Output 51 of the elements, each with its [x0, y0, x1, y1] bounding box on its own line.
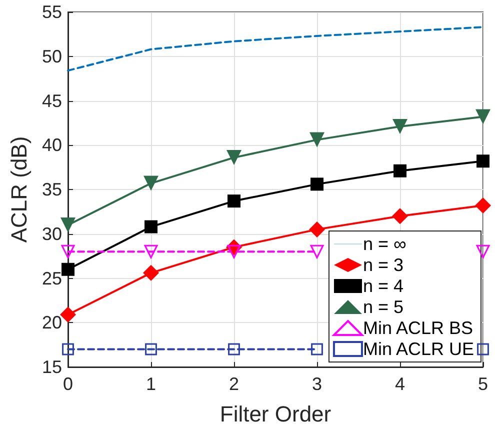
- y-tick-label: 25: [42, 268, 62, 288]
- x-tick-label: 2: [228, 374, 240, 394]
- point: [145, 343, 157, 356]
- x-tick-label: 4: [394, 374, 406, 394]
- y-tick-label: 40: [42, 135, 62, 156]
- point: [394, 164, 406, 178]
- x-tick-label: 5: [478, 374, 488, 394]
- point: [475, 197, 491, 214]
- y-axis-title: ACLR (dB): [6, 136, 32, 243]
- x-tick-label: 1: [146, 374, 156, 394]
- y-tick-label: 35: [42, 180, 62, 200]
- point: [392, 208, 408, 224]
- x-axis-title: Filter Order: [220, 402, 332, 426]
- point: [144, 220, 158, 234]
- legend-label: n = 4: [362, 276, 404, 296]
- point: [61, 244, 75, 258]
- x-tick-label: 0: [62, 374, 74, 394]
- y-tick-label: 50: [42, 46, 62, 66]
- point: [144, 176, 158, 191]
- point: [476, 154, 490, 168]
- legend-label: n = 3: [362, 255, 404, 275]
- point: [310, 132, 324, 148]
- point: [60, 306, 76, 323]
- point: [227, 244, 241, 258]
- point: [60, 218, 76, 232]
- legend-label: Min ACLR BS: [362, 318, 474, 338]
- point: [309, 221, 325, 238]
- point: [144, 244, 158, 258]
- y-tick-label: 20: [42, 312, 62, 333]
- point: [392, 118, 408, 134]
- y-tick-label: 45: [42, 90, 62, 111]
- y-tick-label: 55: [42, 2, 62, 22]
- point: [476, 244, 490, 258]
- point: [143, 264, 159, 281]
- point: [228, 194, 240, 208]
- point: [62, 343, 74, 356]
- y-tick-label: 30: [42, 224, 62, 244]
- line-series: [67, 26, 484, 72]
- legend-label: n = ∞: [362, 234, 406, 254]
- point: [311, 343, 323, 356]
- legend-label: Min ACLR UE: [362, 339, 474, 359]
- point: [477, 343, 489, 356]
- y-tick-label: 15: [42, 357, 62, 377]
- legend-label: n = 5: [362, 297, 404, 317]
- point: [310, 244, 324, 258]
- point: [62, 262, 74, 276]
- point: [476, 109, 490, 124]
- point: [228, 343, 240, 356]
- x-tick-label: 3: [312, 374, 322, 394]
- point: [226, 150, 242, 166]
- point: [310, 178, 324, 191]
